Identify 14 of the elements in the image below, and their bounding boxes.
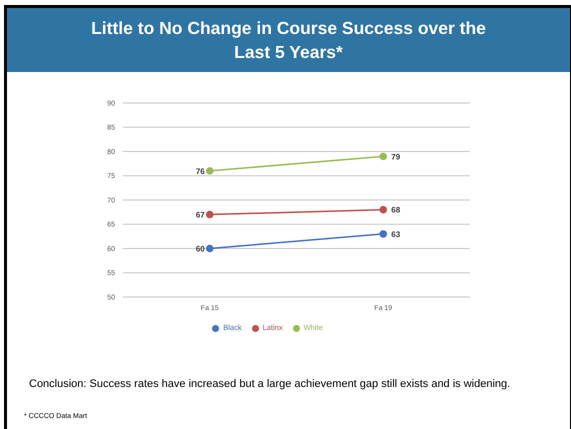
point xyxy=(380,230,387,238)
chart-title: Little to No Change in Course Success over the Last 5 Years* xyxy=(90,17,487,64)
point xyxy=(380,152,387,160)
point xyxy=(206,210,214,218)
data-label: 79 xyxy=(391,152,401,162)
point xyxy=(380,206,387,214)
data-label: 63 xyxy=(391,230,401,239)
data-label: 67 xyxy=(196,210,206,220)
point xyxy=(206,167,214,175)
text: Conclusion: Success rates have increased but a large achievement gap still exists and is widening. xyxy=(29,377,512,392)
point xyxy=(206,244,214,252)
data-label: 60 xyxy=(196,244,206,254)
data-label: 76 xyxy=(196,166,206,176)
data-label: 68 xyxy=(391,206,401,215)
